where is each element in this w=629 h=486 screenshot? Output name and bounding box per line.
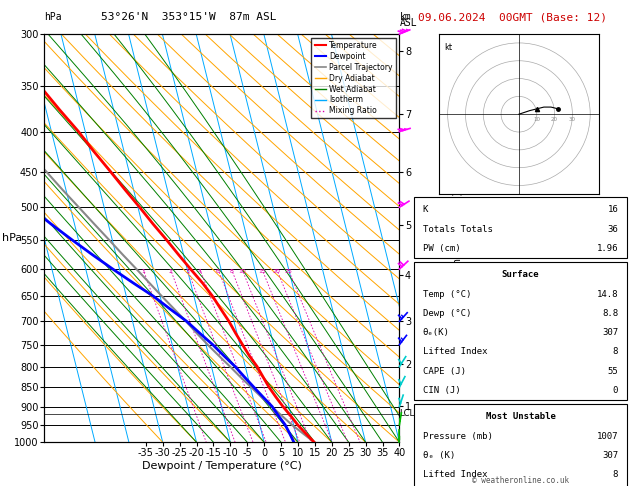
- Text: 10: 10: [238, 269, 246, 274]
- Text: θₑ(K): θₑ(K): [423, 328, 450, 337]
- Text: Temp (°C): Temp (°C): [423, 290, 471, 299]
- Text: 8: 8: [230, 269, 233, 274]
- Text: 15: 15: [258, 269, 266, 274]
- Text: 0: 0: [613, 386, 618, 395]
- Text: Lifted Index: Lifted Index: [423, 470, 487, 479]
- Text: 6: 6: [216, 269, 220, 274]
- Text: 307: 307: [602, 451, 618, 460]
- Text: Totals Totals: Totals Totals: [423, 225, 493, 234]
- Text: 8: 8: [613, 347, 618, 356]
- Text: Lifted Index: Lifted Index: [423, 347, 487, 356]
- Bar: [414, 404, 627, 486]
- Text: 30: 30: [569, 117, 576, 122]
- Text: km: km: [399, 12, 411, 22]
- Text: 1007: 1007: [597, 432, 618, 441]
- Text: K: K: [423, 206, 428, 214]
- Text: CAPE (J): CAPE (J): [423, 366, 466, 376]
- Text: kt: kt: [444, 43, 452, 52]
- Text: 1.96: 1.96: [597, 244, 618, 253]
- Text: Dewp (°C): Dewp (°C): [423, 309, 471, 318]
- Text: Most Unstable: Most Unstable: [486, 413, 555, 421]
- Text: θₑ (K): θₑ (K): [423, 451, 455, 460]
- Text: © weatheronline.co.uk: © weatheronline.co.uk: [472, 475, 569, 485]
- Text: 55: 55: [608, 366, 618, 376]
- Text: 8.8: 8.8: [602, 309, 618, 318]
- Text: 4: 4: [198, 269, 202, 274]
- Text: 20: 20: [551, 117, 558, 122]
- Text: 53°26'N  353°15'W  87m ASL: 53°26'N 353°15'W 87m ASL: [101, 12, 276, 22]
- Text: 25: 25: [284, 269, 292, 274]
- Bar: [414, 262, 627, 400]
- Text: PW (cm): PW (cm): [423, 244, 460, 253]
- Text: Surface: Surface: [502, 270, 539, 279]
- X-axis label: Dewpoint / Temperature (°C): Dewpoint / Temperature (°C): [142, 461, 302, 470]
- Text: 8: 8: [613, 470, 618, 479]
- Text: Pressure (mb): Pressure (mb): [423, 432, 493, 441]
- Text: 09.06.2024  00GMT (Base: 12): 09.06.2024 00GMT (Base: 12): [418, 12, 607, 22]
- Text: 2: 2: [169, 269, 172, 274]
- Text: 3: 3: [186, 269, 189, 274]
- Text: ASL: ASL: [399, 18, 417, 28]
- Text: 10: 10: [533, 117, 540, 122]
- Text: 1: 1: [141, 269, 145, 274]
- Text: hPa: hPa: [44, 12, 62, 22]
- Text: 16: 16: [608, 206, 618, 214]
- Text: CIN (J): CIN (J): [423, 386, 460, 395]
- Text: LCL: LCL: [399, 410, 415, 418]
- Text: 20: 20: [272, 269, 281, 274]
- Text: 14.8: 14.8: [597, 290, 618, 299]
- Bar: [414, 197, 627, 258]
- Text: 307: 307: [602, 328, 618, 337]
- Text: 36: 36: [608, 225, 618, 234]
- Text: hPa: hPa: [2, 233, 22, 243]
- Y-axis label: Mixing Ratio (g/kg): Mixing Ratio (g/kg): [453, 192, 463, 284]
- Legend: Temperature, Dewpoint, Parcel Trajectory, Dry Adiabat, Wet Adiabat, Isotherm, Mi: Temperature, Dewpoint, Parcel Trajectory…: [311, 38, 396, 119]
